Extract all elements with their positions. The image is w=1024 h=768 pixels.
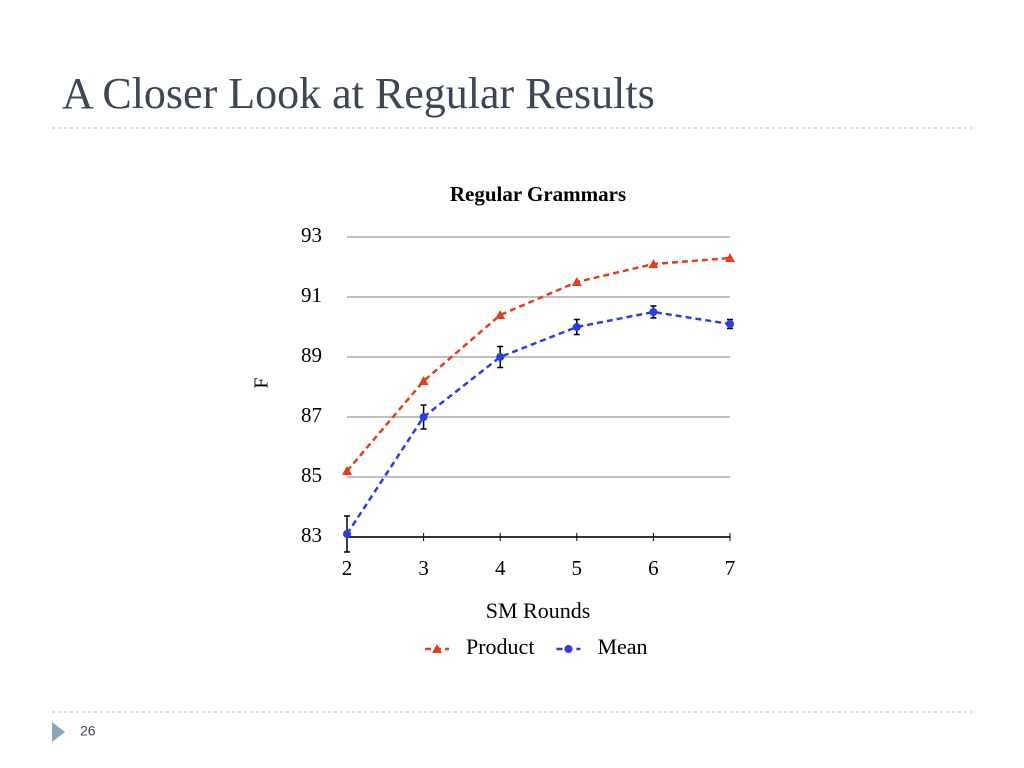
x-tick-label: 3 [418,556,429,580]
x-tick-label: 4 [495,556,506,580]
chart-title: Regular Grammars [450,182,626,206]
data-point [342,466,352,475]
data-point [648,259,659,268]
x-tick-label: 5 [572,556,583,580]
x-axis-label: SM Rounds [486,598,591,623]
data-point [649,308,658,316]
data-point [726,320,734,328]
series-line [345,310,731,535]
x-tick-label: 2 [342,556,353,580]
y-tick-label: 93 [301,223,322,247]
legend-label: Mean [597,634,647,659]
x-tick-label: 7 [725,556,736,580]
page-number: 26 [80,723,96,739]
slide-title: A Closer Look at Regular Results [62,69,655,118]
y-tick-label: 87 [301,403,322,427]
y-tick-label: 83 [301,523,322,547]
data-point [725,253,735,262]
y-axis-label: F [251,377,273,388]
y-tick-label: 85 [301,463,322,487]
data-point [571,277,582,286]
series-line [346,256,731,472]
y-tick-label: 91 [301,283,322,307]
data-point [495,310,506,319]
y-tick-label: 89 [301,343,322,367]
data-point [496,353,505,361]
x-tick-label: 6 [648,556,659,580]
legend-marker [564,645,573,653]
footer-bullet [52,722,65,742]
data-point [419,413,428,421]
data-point [418,376,429,385]
data-point [572,323,581,331]
legend-marker [432,644,442,653]
data-point [343,530,351,538]
legend-label: Product [466,634,534,659]
